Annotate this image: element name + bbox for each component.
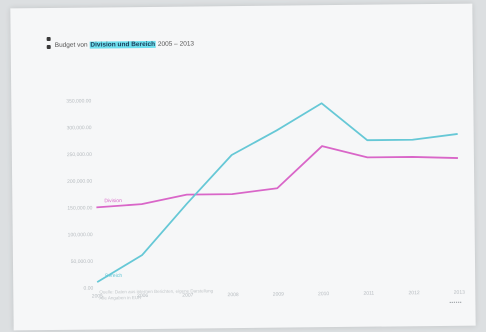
x-tick-label: 2012	[408, 290, 419, 296]
line-chart: 350,000.00 300,000.00 250,000.00 200,000.00…	[66, 98, 465, 299]
y-tick-label: 50,000.00	[71, 259, 94, 265]
series-label-division: Division	[104, 198, 122, 204]
footnote-line-2: Alle Angaben in EUR	[99, 295, 142, 301]
y-tick-label: 300,000.00	[67, 125, 92, 131]
chart-sheet: Budget von Division und Bereich 2005 – 2…	[10, 3, 476, 331]
source-logo: ▪▪▪▪▪▪	[449, 299, 463, 305]
y-tick-label: 350,000.00	[66, 98, 91, 104]
x-tick-label: 2013	[454, 290, 465, 296]
x-tick-label: 2010	[318, 291, 329, 297]
series-label-bereich: Bereich	[105, 273, 122, 279]
x-tick-label: 2007	[182, 293, 193, 299]
y-tick-label: 200,000.00	[67, 179, 92, 185]
x-tick-label: 2011	[363, 291, 374, 297]
y-tick-label: 0.00	[83, 286, 93, 292]
y-tick-label: 250,000.00	[67, 152, 92, 158]
series-line-bereich	[96, 102, 458, 283]
x-tick-label: 2009	[273, 292, 284, 298]
y-tick-label: 100,000.00	[68, 232, 93, 238]
y-tick-label: 150,000.00	[67, 205, 92, 211]
x-tick-label: 2005	[92, 293, 103, 299]
x-tick-label: 2008	[227, 292, 238, 298]
x-tick-label: 2006	[137, 293, 148, 299]
series-line-division	[96, 145, 458, 209]
